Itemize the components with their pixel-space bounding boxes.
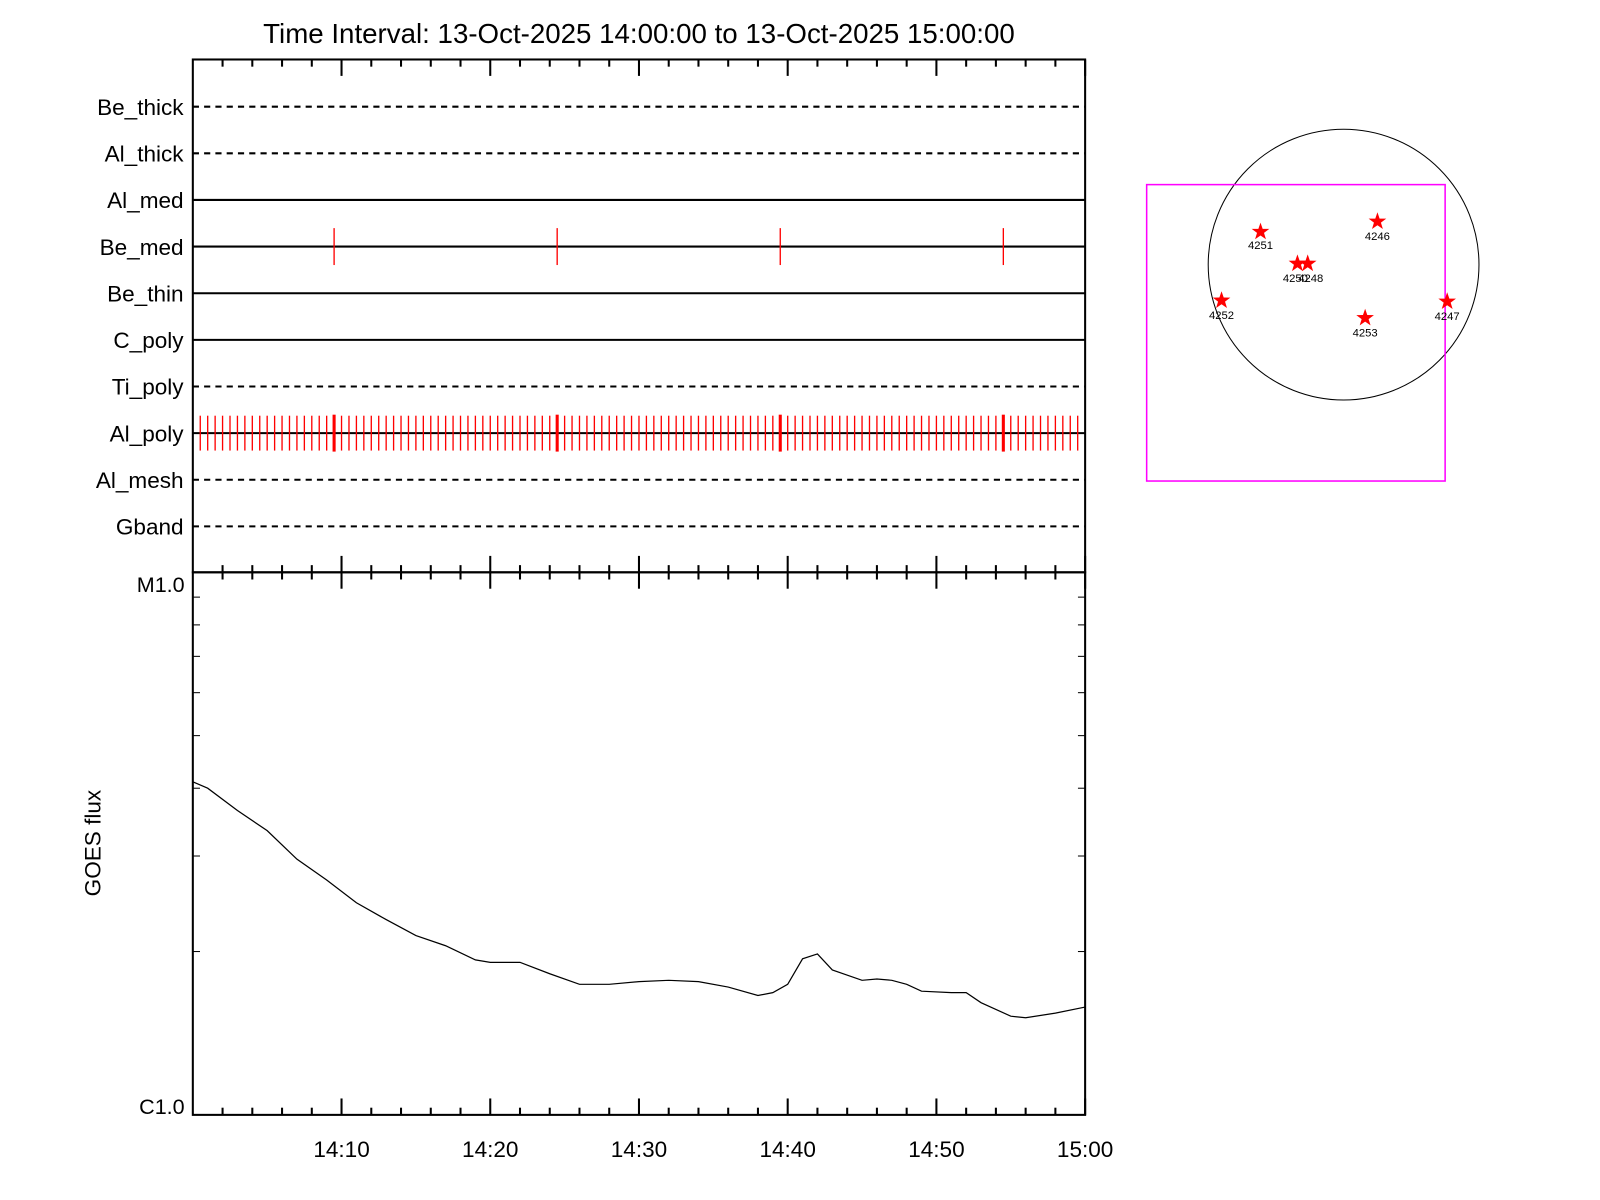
detector-label: C_poly — [113, 328, 184, 353]
detector-label: Al_thick — [105, 142, 185, 167]
solar-disk — [1207, 128, 1480, 401]
y-axis-label: GOES flux — [81, 789, 106, 896]
region-star — [1356, 308, 1374, 326]
x-tick-label: 14:20 — [462, 1137, 518, 1162]
region-star — [1212, 291, 1231, 308]
chart-title: Time Interval: 13-Oct-2025 14:00:00 to 1… — [263, 18, 1015, 49]
detector-label: Be_thick — [97, 95, 184, 120]
detector-label: Al_mesh — [96, 468, 184, 493]
region-star — [1251, 222, 1270, 240]
detector-label: Be_med — [100, 235, 184, 260]
x-tick-label: 14:30 — [611, 1137, 667, 1162]
region-label: 4253 — [1353, 327, 1378, 339]
x-tick-label: 15:00 — [1057, 1137, 1113, 1162]
detector-label: Al_poly — [110, 421, 185, 446]
detector-label: Gband — [116, 515, 184, 540]
field-of-view — [1145, 183, 1446, 482]
x-tick-label: 14:50 — [908, 1137, 964, 1162]
y-tick-label: C1.0 — [139, 1095, 184, 1119]
region-label: 4246 — [1365, 231, 1390, 243]
region-label: 4251 — [1248, 240, 1273, 252]
region-label: 4252 — [1209, 310, 1234, 322]
region-star — [1368, 212, 1387, 230]
detector-label: Be_thin — [107, 281, 183, 306]
region-label: 4250 — [1283, 273, 1308, 285]
top-panel-frame — [191, 58, 1087, 574]
region-label: 4248 — [1298, 273, 1323, 285]
x-tick-label: 14:10 — [313, 1137, 369, 1162]
sun-map: 4251 4246 4250 4248 4252 4253 4247 — [1145, 128, 1480, 482]
x-tick-label: 14:40 — [759, 1137, 815, 1162]
y-tick-label: M1.0 — [137, 573, 185, 597]
region-star — [1438, 292, 1456, 310]
goes-flux-line — [192, 781, 1086, 1019]
bottom-panel-frame — [191, 571, 1087, 1116]
region-label: 4247 — [1435, 311, 1460, 323]
detector-label: Ti_poly — [112, 375, 185, 400]
detector-label: Al_med — [107, 188, 183, 213]
